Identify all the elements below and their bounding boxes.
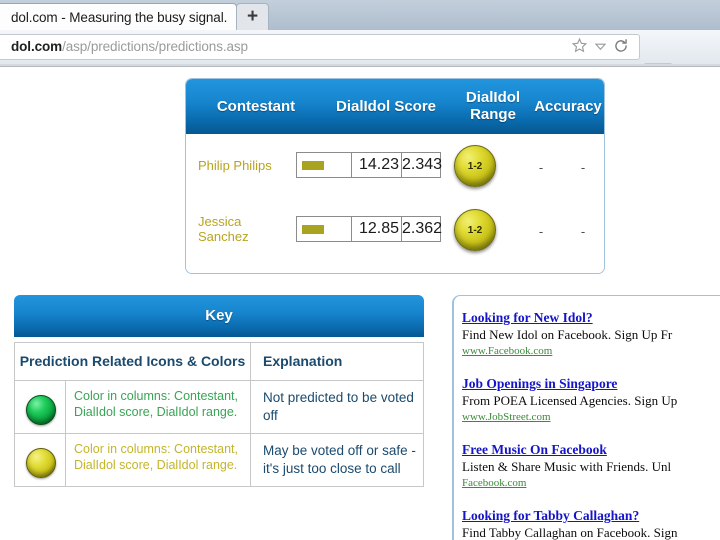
ad-title[interactable]: Free Music On Facebook: [462, 442, 607, 457]
reload-icon[interactable]: [613, 38, 629, 59]
browser-chrome: dol.com - Measuring the busy signal. + d…: [0, 0, 720, 91]
address-bar-buttons: [571, 37, 629, 59]
key-table-row: Color in columns: Contestant, DialIdol s…: [14, 434, 424, 487]
ad-item[interactable]: Job Openings in Singapore From POEA Lice…: [462, 376, 720, 424]
column-header-contestant: Contestant: [216, 98, 296, 115]
ad-description: Find New Idol on Facebook. Sign Up Fr: [462, 327, 673, 342]
ad-description: From POEA Licensed Agencies. Sign Up: [462, 393, 678, 408]
chevron-down-icon[interactable]: [594, 39, 607, 57]
url-text: dol.com/asp/predictions/predictions.asp: [11, 39, 248, 54]
green-ball-icon: [26, 395, 56, 425]
column-header-dialidol-range-line2: Range: [470, 106, 516, 123]
key-column-header-explanation: Explanation: [251, 342, 424, 381]
accuracy-value-1: -: [538, 224, 544, 239]
table-row: Philip Philips 14.23 2.343 1-2 - -: [186, 140, 604, 202]
browser-tab-active[interactable]: dol.com - Measuring the busy signal.: [0, 3, 237, 30]
ad-url[interactable]: www.JobStreet.com: [462, 411, 551, 423]
key-column-header-icons: Prediction Related Icons & Colors: [14, 342, 251, 381]
score-value: 12.85: [352, 217, 402, 241]
key-panel-header: Key: [14, 295, 424, 337]
predictions-panel: Contestant DialIdol Score DialIdol Range…: [185, 78, 605, 274]
accuracy-value-2: -: [580, 160, 586, 175]
predictions-table-body: Philip Philips 14.23 2.343 1-2 - - J: [186, 134, 604, 273]
score-value: 14.23: [352, 153, 402, 177]
score-bar-icon: [302, 225, 324, 234]
ad-item[interactable]: Free Music On Facebook Listen & Share Mu…: [462, 442, 720, 490]
contestant-name: Jessica Sanchez: [198, 214, 316, 244]
key-explanation: Not predicted to be voted off: [251, 381, 424, 434]
ad-title[interactable]: Looking for New Idol?: [462, 310, 593, 325]
table-row: Jessica Sanchez 12.85 2.362 1-2 - -: [186, 204, 604, 266]
key-explanation: May be voted off or safe - it's just too…: [251, 434, 424, 487]
ad-item[interactable]: Looking for Tabby Callaghan? Find Tabby …: [462, 508, 720, 540]
predictions-table-header: Contestant DialIdol Score DialIdol Range…: [186, 79, 604, 134]
ad-item[interactable]: Looking for New Idol? Find New Idol on F…: [462, 310, 720, 358]
ad-url[interactable]: www.Facebook.com: [462, 345, 553, 357]
key-panel: Key Prediction Related Icons & Colors Ex…: [14, 295, 424, 540]
key-title: Key: [205, 307, 233, 324]
key-table-row: Color in columns: Contestant, DialIdol s…: [14, 381, 424, 434]
column-header-dialidol-range: DialIdol Range: [454, 89, 532, 123]
range-ball-label: 1-2: [467, 161, 483, 172]
contestant-name: Philip Philips: [198, 158, 272, 173]
key-description: Color in columns: Contestant, DialIdol s…: [66, 434, 251, 487]
range-value: 2.362: [402, 220, 443, 237]
yellow-ball-icon: [26, 448, 56, 478]
contestant-name-line2: Sanchez: [198, 229, 249, 244]
key-icon-cell: [14, 434, 66, 487]
key-table: Prediction Related Icons & Colors Explan…: [14, 342, 424, 487]
range-ball-icon: 1-2: [454, 209, 496, 251]
key-icon-cell: [14, 381, 66, 434]
column-header-dialidol-score: DialIdol Score: [335, 98, 437, 115]
ad-description: Find Tabby Callaghan on Facebook. Sign: [462, 525, 678, 540]
ad-title[interactable]: Job Openings in Singapore: [462, 376, 618, 391]
accuracy-value-1: -: [538, 160, 544, 175]
score-box: 14.23 2.343: [296, 152, 443, 178]
score-bar-cell: [297, 153, 352, 177]
plus-icon: +: [246, 6, 259, 27]
range-ball-icon: 1-2: [454, 145, 496, 187]
column-header-accuracy: Accuracy: [534, 98, 602, 115]
chrome-divider: [0, 64, 720, 67]
score-box: 12.85 2.362: [296, 216, 443, 242]
accuracy-value-2: -: [580, 224, 586, 239]
tab-strip: dol.com - Measuring the busy signal. +: [0, 0, 720, 30]
url-domain: dol.com: [11, 39, 63, 54]
contestant-name-line1: Jessica: [198, 214, 242, 229]
page-content: Contestant DialIdol Score DialIdol Range…: [0, 67, 720, 540]
score-bar-cell: [297, 217, 352, 241]
new-tab-button[interactable]: +: [236, 3, 269, 30]
range-value: 2.343: [402, 156, 443, 173]
column-header-dialidol-range-line1: DialIdol: [465, 89, 521, 106]
key-table-header-row: Prediction Related Icons & Colors Explan…: [14, 342, 424, 381]
ads-panel: Looking for New Idol? Find New Idol on F…: [452, 295, 720, 540]
ad-url[interactable]: Facebook.com: [462, 477, 527, 489]
key-description: Color in columns: Contestant, DialIdol s…: [66, 381, 251, 434]
navigation-bar: dol.com/asp/predictions/predictions.asp: [0, 30, 720, 91]
score-bar-icon: [302, 161, 324, 170]
star-icon[interactable]: [571, 37, 588, 59]
ad-title[interactable]: Looking for Tabby Callaghan?: [462, 508, 640, 523]
tab-title: dol.com - Measuring the busy signal.: [11, 10, 228, 25]
address-bar[interactable]: dol.com/asp/predictions/predictions.asp: [0, 34, 640, 60]
ad-description: Listen & Share Music with Friends. Unl: [462, 459, 672, 474]
range-ball-label: 1-2: [467, 225, 483, 236]
url-path: /asp/predictions/predictions.asp: [62, 39, 248, 54]
